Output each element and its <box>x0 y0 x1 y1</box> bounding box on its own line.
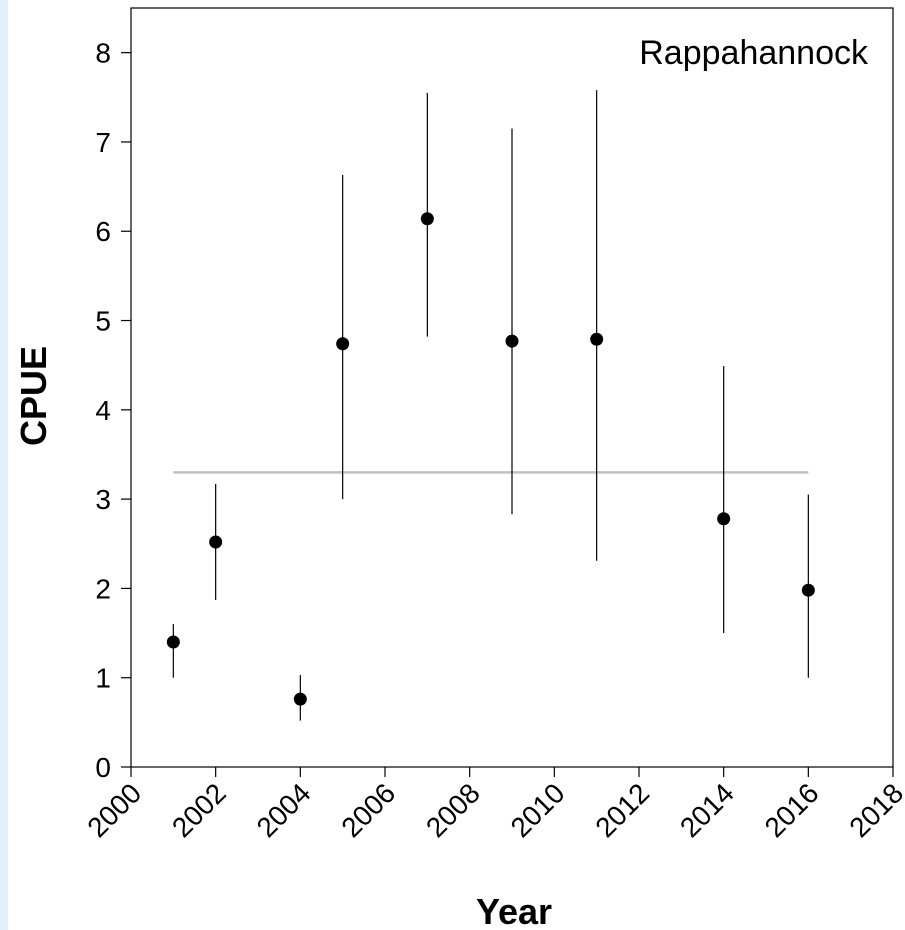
x-tick-label: 2006 <box>335 777 401 843</box>
y-tick-label: 2 <box>95 573 111 604</box>
x-tick-label: 2010 <box>505 777 571 843</box>
x-tick-label: 2014 <box>674 777 740 843</box>
x-tick-label: 2004 <box>251 777 317 843</box>
plot-border <box>130 7 894 768</box>
y-tick-label: 1 <box>95 663 111 694</box>
y-tick-label: 7 <box>95 127 111 158</box>
error-bar-layer <box>172 90 809 721</box>
y-axis-ticks: 0 1 2 3 4 5 6 7 8 <box>95 38 131 783</box>
x-axis-ticks: 2000 2002 2004 2006 2008 2010 2012 2014 2016 2018 <box>81 767 905 843</box>
x-tick-label: 2008 <box>420 777 486 843</box>
left-margin-strip <box>0 0 8 930</box>
data-point <box>505 334 519 348</box>
x-tick-label: 2012 <box>589 777 655 843</box>
x-tick-label: 2018 <box>843 777 905 843</box>
data-point <box>801 583 815 597</box>
plot-frame <box>130 7 894 768</box>
x-tick-label: 2016 <box>759 777 825 843</box>
y-axis-title: CPUE <box>13 346 54 446</box>
y-tick-label: 5 <box>95 306 111 337</box>
chart-annotation-label: Rappahannock <box>639 34 869 72</box>
y-tick-label: 8 <box>95 38 111 69</box>
x-tick-label: 2002 <box>166 777 232 843</box>
data-point <box>166 635 180 649</box>
y-tick-label: 4 <box>95 395 111 426</box>
x-tick-label: 2000 <box>81 777 147 843</box>
data-point <box>420 212 434 226</box>
y-tick-label: 0 <box>95 752 111 783</box>
data-point-layer <box>166 212 815 706</box>
data-point <box>209 535 223 549</box>
x-axis-title: Year <box>476 891 552 930</box>
data-point <box>293 692 307 706</box>
data-point <box>717 512 731 526</box>
data-point <box>336 337 350 351</box>
y-tick-label: 6 <box>95 216 111 247</box>
data-point <box>590 332 604 346</box>
y-tick-label: 3 <box>95 484 111 515</box>
